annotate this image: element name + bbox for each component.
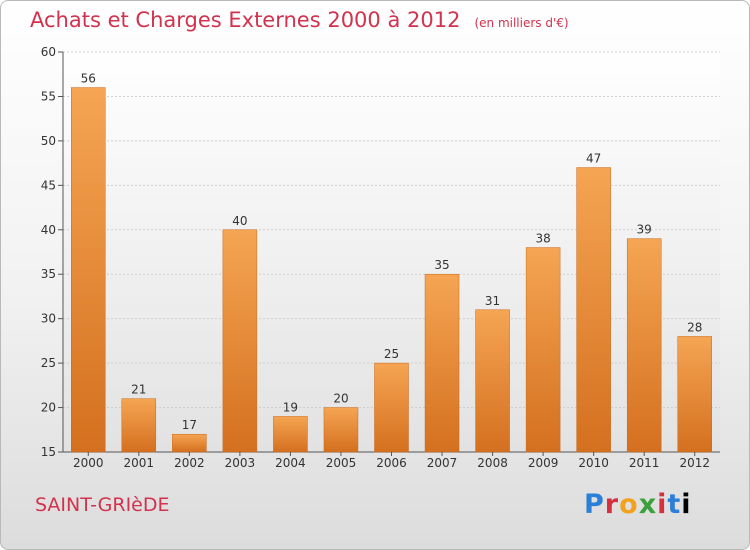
y-tick-label: 55 (41, 89, 56, 103)
bar-value-label: 25 (384, 347, 399, 361)
y-tick-label: 20 (41, 401, 56, 415)
bar-2004 (273, 416, 308, 453)
y-tick-label: 50 (41, 134, 56, 148)
x-tick-label: 2006 (376, 456, 407, 470)
y-tick-label: 35 (41, 267, 56, 281)
bar-value-label: 21 (131, 383, 146, 397)
bar-value-label: 47 (586, 152, 601, 166)
x-tick-label: 2010 (578, 456, 609, 470)
bar-2010 (576, 167, 611, 453)
x-tick-label: 2008 (477, 456, 508, 470)
bar-2011 (626, 238, 662, 453)
y-tick-label: 60 (41, 45, 56, 59)
bar-2001 (121, 398, 157, 453)
y-tick-label: 40 (41, 223, 56, 237)
bar-value-label: 28 (687, 320, 702, 334)
proxiti-logo: Proxiti (584, 489, 692, 520)
y-tick-label: 15 (41, 445, 56, 459)
bar-value-label: 19 (283, 400, 298, 414)
bar-value-label: 38 (535, 232, 550, 246)
x-tick-label: 2003 (225, 456, 256, 470)
chart-title: Achats et Charges Externes 2000 à 2012 (e… (30, 8, 569, 32)
x-tick-label: 2005 (326, 456, 357, 470)
bar-2002 (172, 433, 207, 453)
y-tick-label: 30 (41, 312, 56, 326)
bar-value-label: 39 (637, 223, 652, 237)
town-name: SAINT-GRIèDE (35, 494, 170, 516)
bar-2009 (525, 247, 561, 453)
bar-value-label: 35 (434, 258, 449, 272)
bar-2012 (677, 336, 712, 453)
x-tick-label: 2011 (629, 456, 660, 470)
x-tick-label: 2001 (124, 456, 155, 470)
bar-2007 (424, 273, 460, 453)
bar-2000 (71, 87, 106, 453)
x-tick-label: 2002 (174, 456, 205, 470)
bar-value-label: 31 (485, 294, 500, 308)
bar-2008 (475, 309, 510, 453)
y-tick-label: 45 (41, 178, 56, 192)
bar-value-label: 17 (182, 418, 197, 432)
bar-value-label: 40 (232, 214, 247, 228)
bar-2006 (374, 362, 409, 453)
bar-2003 (222, 229, 258, 453)
x-tick-label: 2000 (73, 456, 104, 470)
bar-2005 (323, 407, 359, 453)
title-text: Achats et Charges Externes 2000 à 2012 (30, 8, 461, 32)
x-tick-label: 2007 (427, 456, 458, 470)
x-tick-label: 2009 (528, 456, 559, 470)
chart-subtitle: (en milliers d'€) (474, 16, 569, 30)
bar-value-label: 20 (333, 392, 348, 406)
bar-value-label: 56 (81, 72, 96, 86)
y-tick-label: 25 (41, 356, 56, 370)
x-tick-label: 2004 (275, 456, 306, 470)
x-tick-label: 2012 (679, 456, 710, 470)
